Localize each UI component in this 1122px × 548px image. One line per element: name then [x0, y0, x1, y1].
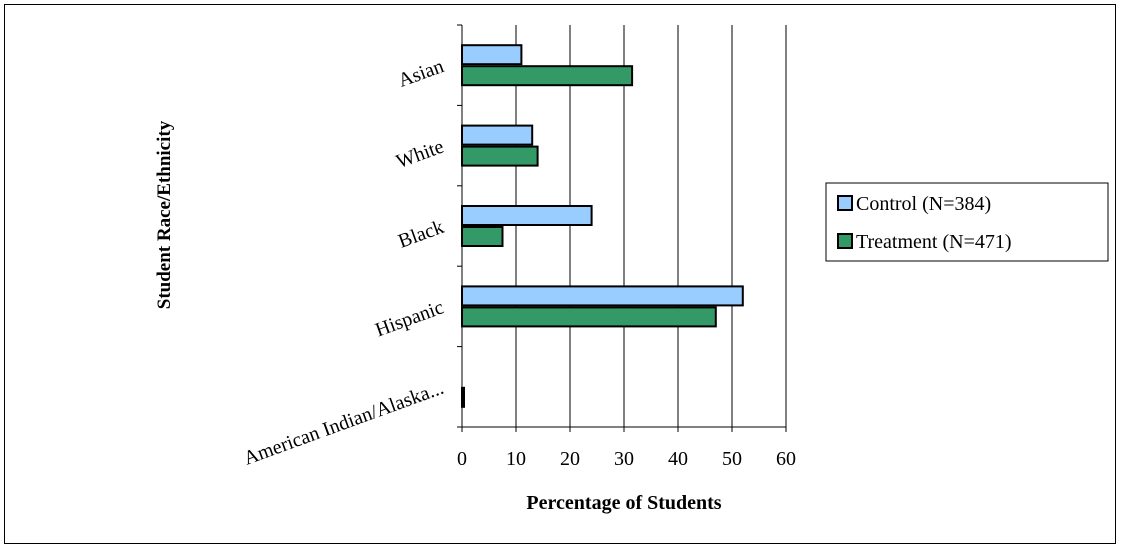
x-tick-label: 30 [614, 448, 634, 470]
axes [457, 24, 787, 432]
bar [461, 44, 523, 66]
x-tick-labels: 0 10 20 30 40 50 60 [457, 448, 796, 470]
x-tick-label: 20 [560, 448, 580, 470]
x-axis-label: Percentage of Students [526, 492, 721, 514]
y-axis-label: Student Race/Ethnicity [154, 120, 175, 309]
y-category-label: American Indian/Alaska... [241, 377, 447, 470]
bar [461, 124, 534, 146]
x-tick-label: 10 [506, 448, 526, 470]
x-tick-label: 50 [722, 448, 742, 470]
legend: Control (N=384) Treatment (N=471) [825, 182, 1109, 262]
legend-label-treatment: Treatment (N=471) [856, 231, 1012, 253]
y-category-label: White [393, 136, 447, 173]
legend-label-control: Control (N=384) [856, 193, 991, 215]
legend-swatch-control [837, 195, 853, 211]
bar [461, 205, 593, 226]
x-tick-label: 40 [668, 448, 688, 470]
x-tick-label: 0 [457, 448, 467, 470]
y-category-labels: Asian White Black Hispanic American Indian/A… [241, 55, 447, 469]
bar [461, 65, 634, 87]
chart-frame [4, 4, 1116, 544]
bars [461, 44, 744, 408]
legend-box [825, 182, 1109, 262]
y-category-label: Black [395, 216, 446, 253]
legend-swatch-treatment [837, 233, 853, 249]
y-category-label: Hispanic [372, 296, 446, 341]
bar [461, 226, 504, 247]
bar [461, 306, 717, 328]
x-tick-label: 60 [776, 448, 796, 470]
gridlines [515, 25, 787, 427]
y-category-label: Asian [395, 55, 446, 92]
bar [461, 285, 744, 307]
bar [461, 145, 539, 167]
